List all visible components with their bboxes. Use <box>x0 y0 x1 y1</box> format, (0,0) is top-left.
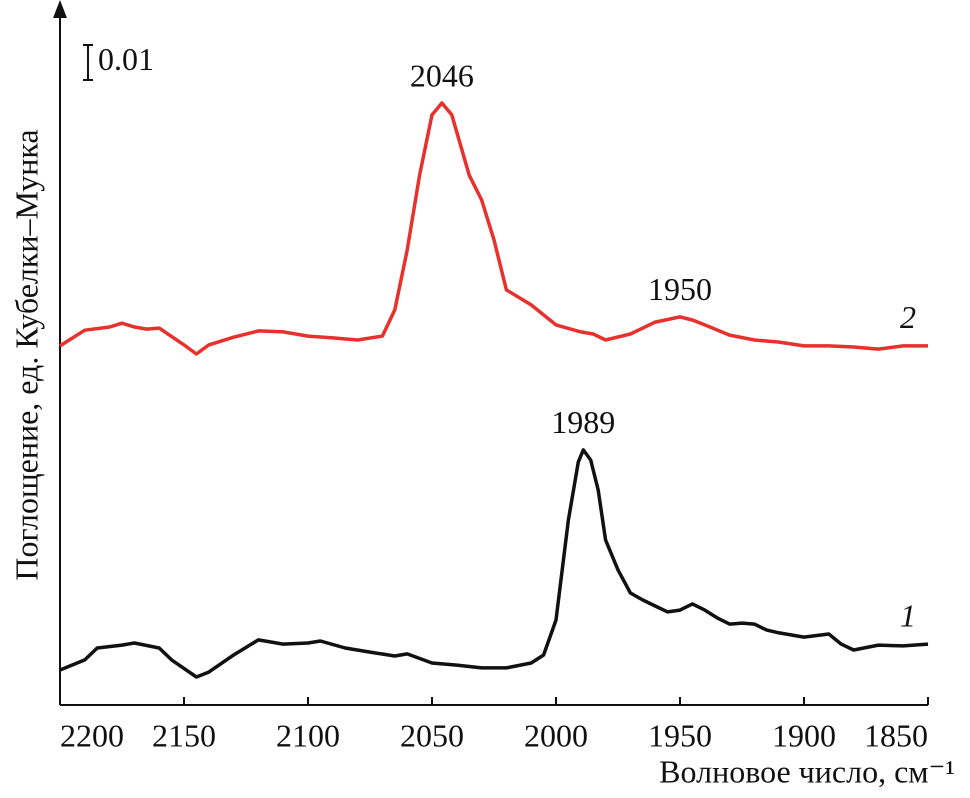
x-tick-label: 2050 <box>400 717 464 753</box>
x-tick-label: 2200 <box>60 717 124 753</box>
series-line <box>59 101 928 356</box>
series-label: 1 <box>900 597 916 633</box>
peak-label: 1989 <box>551 404 615 440</box>
x-axis-label: Волновое число, см⁻¹ <box>659 753 955 789</box>
scale-bar-label: 0.01 <box>98 41 154 77</box>
peak-label: 2046 <box>410 57 474 93</box>
x-tick-label: 2150 <box>152 717 216 753</box>
x-tick-label: 2000 <box>524 717 588 753</box>
x-tick-label: 1850 <box>864 717 928 753</box>
peak-label: 1950 <box>648 271 712 307</box>
x-tick-label: 1950 <box>648 717 712 753</box>
y-axis-label: Поглощение, ед. Кубелки–Мунка <box>8 129 44 580</box>
x-tick-label: 2100 <box>276 717 340 753</box>
series-label: 2 <box>900 299 916 335</box>
x-tick-label: 1900 <box>772 717 836 753</box>
y-axis-arrow <box>53 0 67 18</box>
series-line <box>59 448 929 679</box>
